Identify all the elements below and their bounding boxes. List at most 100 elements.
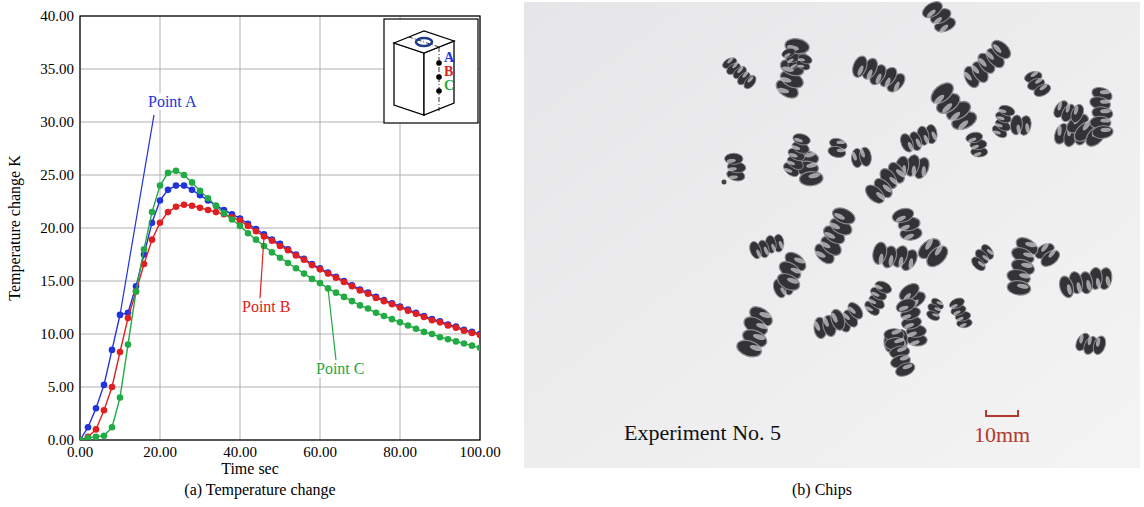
chip-turn [1010,115,1024,136]
series-line [80,205,480,440]
chip-turn [927,79,957,108]
chip-shine [793,256,806,264]
chip-shine [933,93,946,106]
series-marker [189,187,196,194]
y-tick-label: 35.00 [40,61,74,77]
series-marker [125,315,132,322]
chip-turn [873,279,893,296]
chip-shine [794,137,804,143]
chip-shine [851,151,858,161]
annotation-leader [120,115,154,315]
chip-shine [949,110,962,123]
chip-shine [856,65,864,77]
figure: 0.005.0010.0015.0020.0025.0030.0035.0040… [0,0,1144,507]
chip-shine [830,312,838,324]
y-tick-label: 5.00 [48,379,74,395]
x-tick-label: 40.00 [223,444,257,460]
series-marker [461,340,468,347]
chip-shine [1066,284,1073,296]
inset-label: B [444,64,453,79]
chip-turn [1038,247,1062,270]
chip [893,295,933,352]
chip-shine [992,43,1003,54]
y-tick-label: 20.00 [40,220,74,236]
annotation-leader [328,288,336,360]
chip-shine [726,57,734,65]
chip-turn [748,240,764,260]
chip-shine [1057,101,1063,111]
series-marker [165,170,172,177]
panel-caption: (b) Chips [792,481,852,499]
y-tick-label: 30.00 [40,114,74,130]
series-marker [125,341,132,348]
chip-shine [1095,337,1101,347]
chip-shine [784,52,791,58]
chip-turn [775,270,803,294]
chip [861,156,913,210]
chip-shine [996,116,1005,121]
series-marker [453,324,460,331]
chip-turn [891,206,916,225]
chip-shine [899,224,911,232]
y-tick-label: 25.00 [40,167,74,183]
chip [1056,262,1117,300]
series-marker [413,325,420,332]
series-marker [189,202,196,209]
chip [723,151,749,185]
chip-shine [859,148,866,158]
series-marker [453,338,460,345]
series-marker [213,202,220,209]
chip-shine [777,87,790,94]
chip-shine [749,344,763,352]
series-marker [85,424,92,431]
chip [1007,111,1036,139]
series-marker [405,322,412,329]
scale-bar [986,415,1018,417]
series-marker [93,405,100,412]
chip-turn [1006,279,1031,296]
chip-turn [1068,103,1086,125]
chip-shine [1017,283,1029,290]
chip-shine [824,231,837,241]
chip-shine [932,16,943,26]
chip-shine [726,159,736,164]
chip-shine [728,175,738,180]
chip [718,52,760,93]
series-marker [477,344,480,351]
chip-shine [778,240,785,250]
chip-shine [737,66,745,74]
chip [888,202,928,248]
series-marker [245,223,252,230]
grid [80,16,480,440]
chip [779,130,815,181]
chip-shine [894,337,905,344]
x-tick-label: 60.00 [303,444,337,460]
series-marker [101,432,108,439]
chip-turn [1091,334,1108,356]
series-marker [157,197,164,204]
chip-shine [875,191,886,202]
chip-shine [998,108,1007,113]
chip-shine [936,301,944,306]
series-marker [325,270,332,277]
annotation-leader [260,236,264,298]
y-tick-label: 10.00 [40,326,74,342]
annotation-text: Point A [148,93,197,110]
chip [1019,65,1054,103]
series-marker [101,382,108,389]
annotation-patch [147,93,198,110]
series-marker [413,311,420,318]
chip-turn [780,46,796,59]
series-line [80,171,480,440]
chip-shine [878,253,884,265]
chip [1049,97,1086,128]
y-grid-line [80,281,480,282]
chip-shine [881,183,892,194]
chip [860,277,895,320]
chip-shine [867,298,876,305]
chip-shine [891,329,902,336]
chip-shine [806,162,819,169]
chip-shine [786,160,796,166]
chip-shine [798,58,805,62]
chip-shine [847,306,857,315]
